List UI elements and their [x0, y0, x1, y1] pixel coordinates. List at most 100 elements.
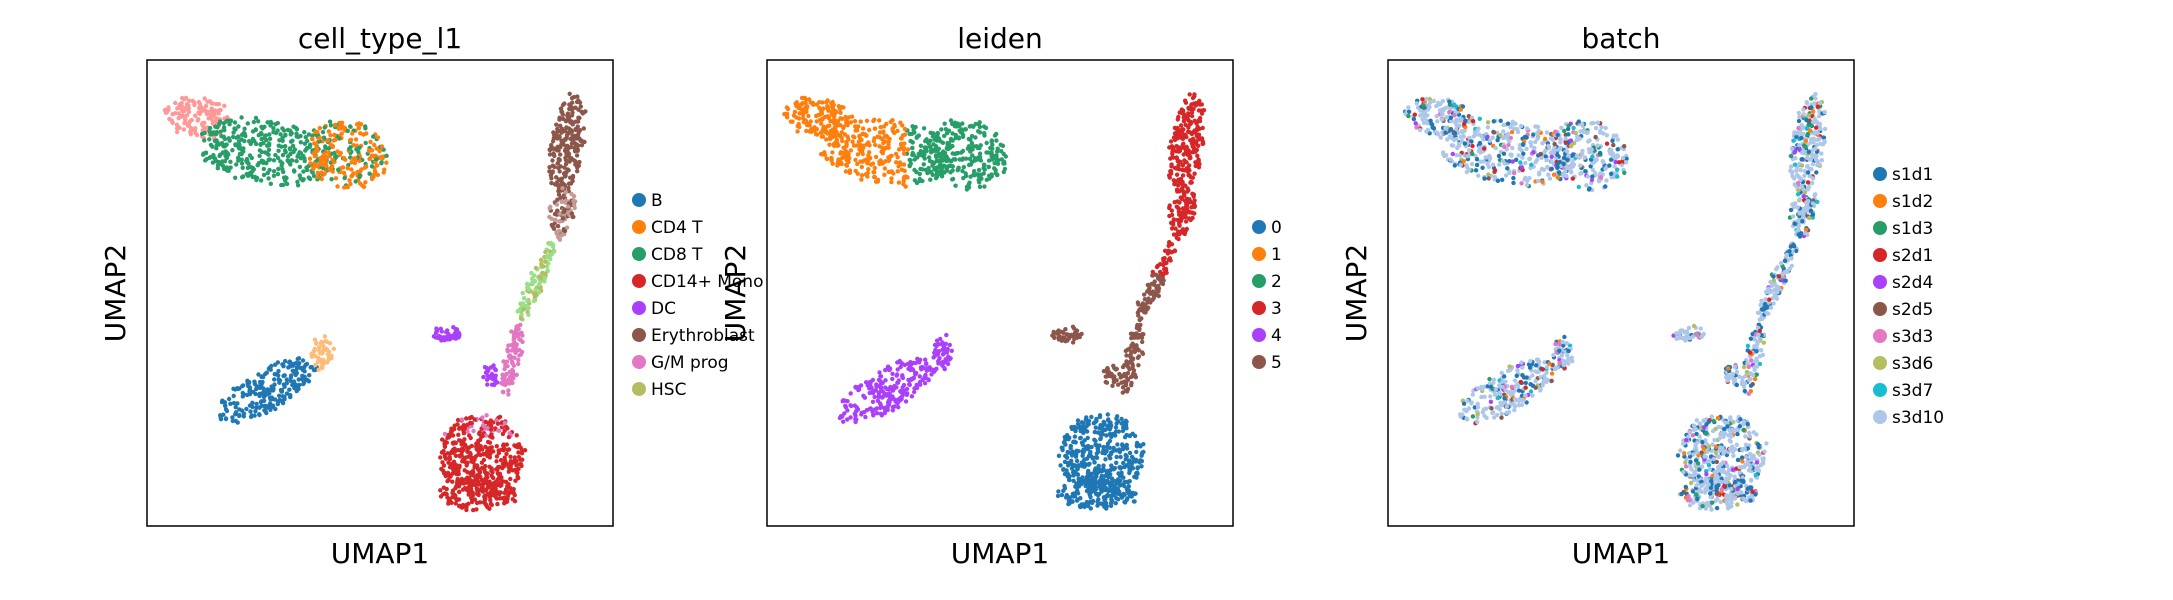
data-point [532, 273, 537, 278]
data-point [1566, 132, 1571, 137]
data-point [559, 138, 564, 144]
data-point [212, 114, 217, 119]
data-point [258, 141, 263, 147]
data-point [167, 116, 172, 122]
data-point [784, 105, 790, 110]
data-point [284, 181, 290, 187]
data-point [976, 129, 981, 134]
data-point [1114, 416, 1119, 421]
data-point [298, 176, 303, 181]
data-point [520, 290, 525, 296]
data-point [918, 166, 923, 172]
data-point [501, 359, 506, 364]
data-point [575, 162, 580, 167]
data-point [509, 329, 514, 334]
data-point [1534, 157, 1540, 163]
data-point [901, 151, 907, 156]
data-point [977, 180, 982, 185]
data-point [233, 127, 238, 132]
data-point [453, 453, 459, 458]
data-point [230, 415, 235, 420]
data-point [873, 142, 878, 148]
data-point [1508, 152, 1513, 157]
data-point [186, 106, 191, 111]
data-point [177, 102, 182, 107]
data-point [1058, 463, 1063, 468]
data-point [1098, 501, 1104, 506]
data-point [1498, 132, 1503, 138]
data-point [1120, 385, 1126, 390]
legend-label: CD8 T [651, 245, 703, 265]
data-point [221, 412, 226, 417]
data-point [1086, 503, 1091, 509]
data-point [558, 152, 563, 157]
data-point [329, 353, 334, 359]
data-point [319, 340, 325, 346]
data-point [895, 155, 900, 160]
data-point [552, 153, 557, 158]
data-point [212, 138, 218, 144]
data-point [1607, 163, 1612, 168]
data-point [348, 181, 353, 187]
data-point [830, 99, 835, 105]
legend-label: HSC [651, 380, 686, 400]
data-point [434, 327, 440, 332]
data-point [1109, 434, 1114, 439]
data-point [870, 390, 876, 396]
data-point [959, 130, 965, 135]
data-point [374, 157, 379, 162]
data-point [579, 143, 585, 148]
data-point [1115, 442, 1120, 447]
data-point [233, 412, 238, 417]
data-point [855, 128, 860, 133]
data-point [465, 445, 470, 450]
data-point [814, 113, 819, 119]
data-point [488, 498, 493, 503]
data-point [1105, 367, 1110, 372]
data-point [1080, 475, 1085, 480]
data-point [1551, 172, 1557, 177]
legend-marker [1252, 274, 1266, 288]
legend-label: 4 [1271, 326, 1282, 346]
data-point [317, 345, 322, 350]
data-point [451, 468, 456, 473]
data-point [516, 361, 521, 367]
data-point [315, 359, 321, 365]
data-point [1529, 143, 1534, 149]
data-point [945, 348, 950, 353]
data-point [1169, 164, 1174, 169]
data-point [333, 176, 339, 181]
data-point [1085, 420, 1090, 425]
data-point [859, 173, 865, 178]
data-point [438, 488, 443, 493]
data-point [506, 434, 512, 440]
data-point [826, 114, 831, 120]
data-point [1505, 166, 1510, 171]
data-point [259, 131, 264, 136]
data-point [1584, 183, 1589, 188]
data-point [577, 115, 582, 121]
data-point [1095, 430, 1101, 435]
data-point [462, 486, 468, 491]
data-point [218, 415, 223, 420]
data-point [1174, 232, 1179, 237]
data-point [1414, 101, 1420, 106]
data-point [853, 385, 858, 390]
data-point [858, 119, 863, 124]
data-point [504, 424, 509, 430]
data-point [311, 166, 316, 172]
data-point [806, 113, 811, 119]
data-point [555, 129, 560, 135]
data-point [904, 392, 909, 397]
data-point [566, 185, 571, 190]
y-axis-label: UMAP2 [99, 244, 132, 343]
data-point [949, 159, 954, 164]
data-point [1180, 127, 1185, 133]
data-point [241, 391, 246, 396]
data-point [296, 377, 301, 382]
data-point [872, 174, 877, 180]
data-point [899, 141, 904, 147]
data-point [212, 109, 217, 114]
data-point [306, 132, 312, 137]
data-point [870, 377, 876, 383]
